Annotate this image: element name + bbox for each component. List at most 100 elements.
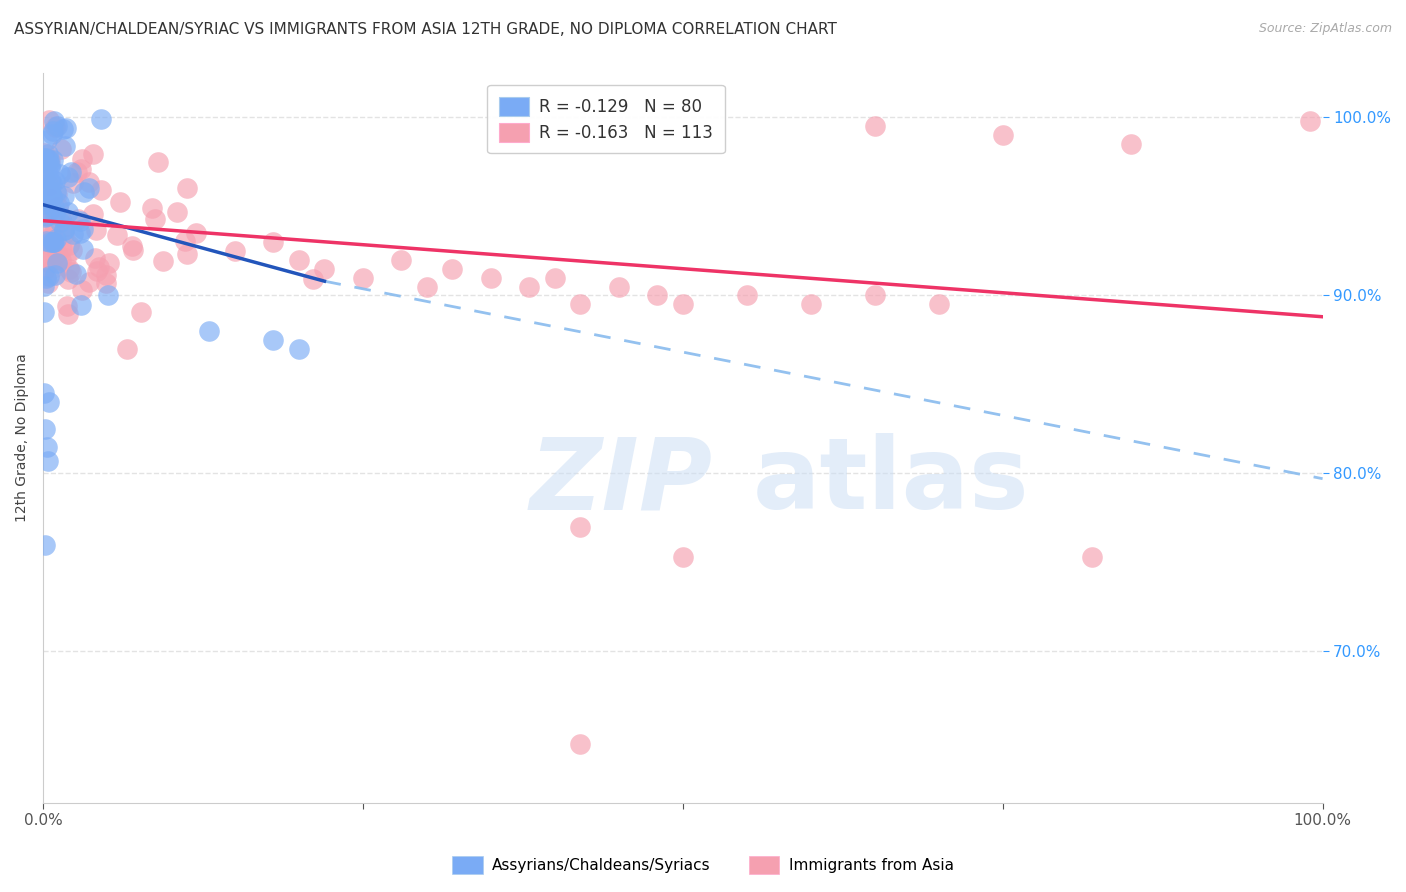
Point <box>70 162 93 177</box>
Point <box>141 201 163 215</box>
Point <box>198 324 221 338</box>
Point <box>49 211 72 225</box>
Point <box>569 737 592 751</box>
Point <box>45 232 67 246</box>
Point <box>55 300 77 314</box>
Point <box>32 204 55 219</box>
Point <box>38 178 60 192</box>
Point <box>73 186 96 200</box>
Point <box>991 128 1014 143</box>
Point <box>42 123 65 137</box>
Point <box>41 190 63 204</box>
Point <box>607 279 630 293</box>
Point <box>97 287 120 301</box>
Point <box>35 234 58 248</box>
Point <box>569 519 592 533</box>
Point <box>152 254 174 268</box>
Point <box>62 227 84 241</box>
Point <box>166 204 188 219</box>
Point <box>37 166 59 180</box>
Point <box>96 276 118 290</box>
Point <box>77 175 100 189</box>
Point <box>38 113 60 128</box>
Point <box>42 232 65 246</box>
Point <box>82 207 104 221</box>
Point <box>98 256 121 270</box>
Point <box>70 298 93 312</box>
Point <box>42 153 65 167</box>
Point <box>41 235 63 249</box>
Point <box>96 268 118 282</box>
Point <box>56 205 79 219</box>
Point <box>928 297 950 311</box>
Point <box>87 260 110 274</box>
Point <box>42 235 65 249</box>
Point <box>52 122 75 136</box>
Point <box>262 235 284 249</box>
Point <box>224 244 246 258</box>
Point <box>49 208 72 222</box>
Point <box>58 306 80 320</box>
Point <box>143 212 166 227</box>
Point <box>44 120 66 134</box>
Point <box>82 147 104 161</box>
Point <box>38 192 60 206</box>
Point <box>32 151 55 165</box>
Point <box>86 264 108 278</box>
Point <box>49 253 72 268</box>
Point <box>37 153 59 167</box>
Point <box>44 174 66 188</box>
Point <box>58 237 80 252</box>
Point <box>121 243 143 257</box>
Point <box>38 395 60 409</box>
Point <box>32 237 55 252</box>
Point <box>186 226 208 240</box>
Point <box>441 261 464 276</box>
Point <box>48 196 70 211</box>
Point <box>60 265 83 279</box>
Point <box>46 255 69 269</box>
Point <box>49 215 72 229</box>
Point <box>53 189 76 203</box>
Point <box>44 200 66 214</box>
Point <box>645 288 668 302</box>
Point <box>416 279 439 293</box>
Point <box>34 422 56 436</box>
Point <box>53 139 76 153</box>
Point <box>72 242 94 256</box>
Point <box>35 202 58 216</box>
Point <box>35 209 58 223</box>
Point <box>77 275 100 289</box>
Point <box>46 119 69 133</box>
Point <box>38 251 60 265</box>
Point <box>800 297 823 311</box>
Point <box>479 270 502 285</box>
Point <box>72 222 94 236</box>
Point <box>66 165 89 179</box>
Point <box>44 268 66 282</box>
Point <box>41 127 63 141</box>
Point <box>38 161 60 176</box>
Point <box>45 185 67 199</box>
Point <box>108 195 131 210</box>
Point <box>32 168 55 182</box>
Point <box>44 206 66 220</box>
Point <box>32 193 55 207</box>
Text: ASSYRIAN/CHALDEAN/SYRIAC VS IMMIGRANTS FROM ASIA 12TH GRADE, NO DIPLOMA CORRELAT: ASSYRIAN/CHALDEAN/SYRIAC VS IMMIGRANTS F… <box>14 22 837 37</box>
Point <box>38 269 60 284</box>
Legend: R = -0.129   N = 80, R = -0.163   N = 113: R = -0.129 N = 80, R = -0.163 N = 113 <box>488 85 724 153</box>
Point <box>34 169 56 184</box>
Legend: Assyrians/Chaldeans/Syriacs, Immigrants from Asia: Assyrians/Chaldeans/Syriacs, Immigrants … <box>446 850 960 880</box>
Point <box>42 219 65 233</box>
Point <box>174 235 197 249</box>
Point <box>49 168 72 182</box>
Point <box>34 262 56 277</box>
Point <box>288 342 311 356</box>
Point <box>90 112 112 126</box>
Point <box>35 440 58 454</box>
Point <box>53 222 76 236</box>
Point <box>37 147 59 161</box>
Point <box>46 187 69 202</box>
Point <box>569 297 592 311</box>
Y-axis label: 12th Grade, No Diploma: 12th Grade, No Diploma <box>15 353 30 522</box>
